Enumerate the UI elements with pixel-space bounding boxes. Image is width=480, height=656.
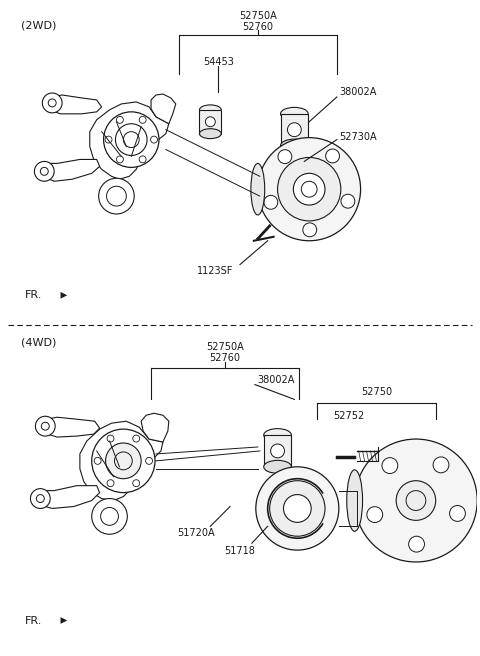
Circle shape xyxy=(408,536,424,552)
Circle shape xyxy=(92,499,127,534)
Circle shape xyxy=(288,123,301,136)
Circle shape xyxy=(99,178,134,214)
Circle shape xyxy=(107,480,114,487)
Circle shape xyxy=(293,173,325,205)
FancyBboxPatch shape xyxy=(200,110,221,134)
Text: 1123SF: 1123SF xyxy=(197,266,233,276)
Text: 52750: 52750 xyxy=(361,388,392,398)
Circle shape xyxy=(382,458,398,474)
Polygon shape xyxy=(36,485,100,508)
Circle shape xyxy=(94,457,101,464)
Ellipse shape xyxy=(200,105,221,115)
Text: FR.: FR. xyxy=(24,615,42,626)
Circle shape xyxy=(151,136,157,143)
Circle shape xyxy=(303,223,317,237)
Polygon shape xyxy=(41,417,100,437)
FancyBboxPatch shape xyxy=(280,114,308,146)
Ellipse shape xyxy=(280,108,308,120)
Text: 51720A: 51720A xyxy=(177,528,215,539)
Circle shape xyxy=(105,136,112,143)
Circle shape xyxy=(256,467,339,550)
FancyBboxPatch shape xyxy=(264,435,291,467)
Circle shape xyxy=(433,457,449,473)
Text: 52730A: 52730A xyxy=(339,132,376,142)
Circle shape xyxy=(396,481,436,520)
Text: 52760: 52760 xyxy=(242,22,273,31)
Circle shape xyxy=(139,156,146,163)
Text: 38002A: 38002A xyxy=(339,87,376,97)
Circle shape xyxy=(133,480,140,487)
Polygon shape xyxy=(80,421,163,501)
Circle shape xyxy=(133,435,140,442)
Circle shape xyxy=(42,93,62,113)
Text: 52760: 52760 xyxy=(210,353,240,363)
Polygon shape xyxy=(141,413,169,442)
Text: 38002A: 38002A xyxy=(258,375,295,384)
Circle shape xyxy=(107,435,114,442)
Ellipse shape xyxy=(200,129,221,138)
Circle shape xyxy=(117,116,123,123)
Text: 52752: 52752 xyxy=(333,411,364,421)
Ellipse shape xyxy=(280,139,308,152)
Circle shape xyxy=(116,124,147,155)
Circle shape xyxy=(106,443,141,479)
Circle shape xyxy=(104,112,159,167)
Text: 51718: 51718 xyxy=(225,546,255,556)
Circle shape xyxy=(450,506,466,522)
Circle shape xyxy=(145,457,153,464)
Ellipse shape xyxy=(251,163,264,215)
Text: FR.: FR. xyxy=(24,291,42,300)
Ellipse shape xyxy=(264,461,291,473)
Circle shape xyxy=(258,138,360,241)
Circle shape xyxy=(325,149,339,163)
Circle shape xyxy=(341,194,355,208)
Ellipse shape xyxy=(264,428,291,441)
Circle shape xyxy=(35,161,54,181)
Text: (2WD): (2WD) xyxy=(21,20,56,31)
Polygon shape xyxy=(90,102,169,179)
Circle shape xyxy=(205,117,216,127)
Circle shape xyxy=(367,506,383,523)
Circle shape xyxy=(30,489,50,508)
Circle shape xyxy=(270,481,325,536)
Circle shape xyxy=(278,150,292,163)
Polygon shape xyxy=(47,95,102,114)
Circle shape xyxy=(36,417,55,436)
Circle shape xyxy=(271,444,285,458)
Ellipse shape xyxy=(347,470,362,531)
Text: (4WD): (4WD) xyxy=(21,338,56,348)
Circle shape xyxy=(355,439,477,562)
Circle shape xyxy=(92,429,155,493)
Circle shape xyxy=(264,195,278,209)
Text: 54453: 54453 xyxy=(203,57,234,68)
Text: 52750A: 52750A xyxy=(206,342,244,352)
Polygon shape xyxy=(151,94,176,124)
Polygon shape xyxy=(40,159,100,181)
Circle shape xyxy=(139,116,146,123)
Text: 52750A: 52750A xyxy=(239,10,276,21)
Circle shape xyxy=(277,157,341,221)
Circle shape xyxy=(284,495,311,522)
Circle shape xyxy=(117,156,123,163)
